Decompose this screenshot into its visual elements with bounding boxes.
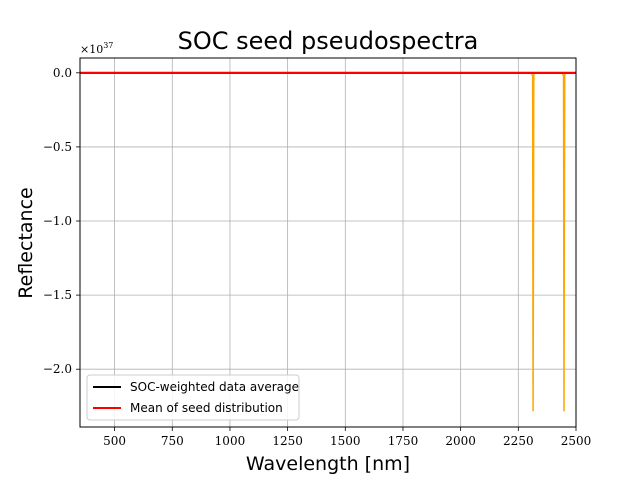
x-tick-label: 1000 [215, 434, 246, 448]
x-axis-label: Wavelength [nm] [246, 453, 410, 475]
x-tick-label: 2250 [503, 434, 534, 448]
y-tick-label: −0.5 [43, 140, 72, 154]
y-tick-label: −1.0 [43, 214, 72, 228]
x-tick-label: 750 [161, 434, 184, 448]
y-offset-exponent: 37 [103, 41, 113, 50]
y-tick-label: 0.0 [53, 66, 72, 80]
y-offset-label: ×1037 [80, 41, 113, 56]
y-axis-label: Reflectance [15, 187, 37, 298]
x-tick-label: 500 [103, 434, 126, 448]
plot-frame [79, 57, 577, 428]
x-tick-label: 1250 [272, 434, 303, 448]
x-tick-label: 2000 [445, 434, 476, 448]
legend: SOC-weighted data average Mean of seed di… [86, 374, 300, 421]
chart-title: SOC seed pseudospectra [178, 27, 479, 55]
legend-label: Mean of seed distribution [130, 401, 283, 415]
x-tick-label: 1500 [330, 434, 361, 448]
x-tick-label: 1750 [388, 434, 419, 448]
legend-label: SOC-weighted data average [130, 380, 299, 394]
y-tick-label: −2.0 [43, 362, 72, 376]
legend-box [86, 374, 300, 421]
y-tick-label: −1.5 [43, 288, 72, 302]
y-offset-base: ×10 [80, 43, 103, 56]
x-axis-ticks: 500 750 1000 1250 1500 1750 2000 2250 2500 [103, 427, 591, 448]
plot-lines [80, 71, 576, 412]
x-tick-label: 2500 [561, 434, 592, 448]
y-axis-ticks: 0.0 −0.5 −1.0 −1.5 −2.0 [43, 66, 80, 376]
